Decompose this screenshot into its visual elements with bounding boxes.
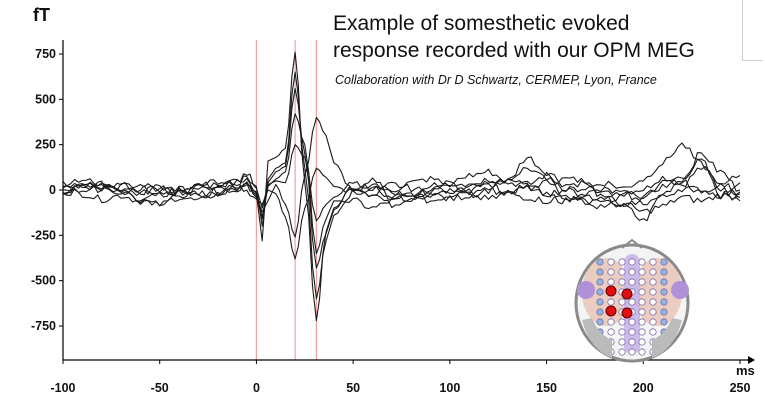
sensor-dot-37 — [628, 338, 636, 346]
trace-0 — [62, 51, 741, 322]
sensor-dot-59 — [660, 258, 668, 266]
sensor-dot-62 — [660, 288, 668, 296]
sensor-dot-53 — [649, 298, 657, 306]
sensor-dot-13 — [607, 298, 615, 306]
y-tick-label-0: 750 — [35, 47, 56, 61]
sensor-dot-30 — [628, 268, 636, 276]
title-line-1: Example of somesthetic evoked — [333, 12, 630, 35]
right-region — [634, 258, 682, 326]
sensor-dot-51 — [649, 278, 657, 286]
trace-6 — [62, 167, 741, 260]
sensor-dot-4 — [596, 298, 604, 306]
traces — [62, 51, 741, 322]
x-tick-label-1: -50 — [151, 381, 169, 395]
sensor-dot-45 — [638, 318, 646, 326]
sensor-dot-35 — [628, 318, 636, 326]
sensor-dot-41 — [638, 278, 646, 286]
sensor-dot-16 — [607, 328, 615, 336]
sensor-dot-36 — [628, 328, 636, 336]
sensor-dot-50 — [649, 268, 657, 276]
y-tick-label-3: 0 — [49, 183, 56, 197]
title-line-2: response recorded with our OPM MEG — [333, 39, 695, 62]
trace-2 — [62, 87, 741, 269]
x-axis-arrow-icon — [748, 356, 755, 364]
x-tick-label-7: 250 — [730, 381, 751, 395]
sensor-dot-28 — [618, 348, 626, 356]
x-tick-label-0: -100 — [50, 381, 75, 395]
chart-title: Example of somesthetic evoked response r… — [333, 10, 753, 64]
x-tick-label-2: 0 — [253, 381, 260, 395]
sensor-dot-54 — [649, 308, 657, 316]
stimulus-markers — [255, 40, 317, 360]
y-axis-label: fT — [33, 5, 50, 25]
left-ear-purple — [577, 281, 595, 299]
sensor-dot-40 — [638, 268, 646, 276]
nose-icon — [621, 238, 643, 249]
chart-subtitle: Collaboration with Dr D Schwartz, CERMEP… — [335, 73, 657, 87]
sensor-dot-9 — [607, 258, 615, 266]
sensor-dot-29 — [628, 258, 636, 266]
sensor-dot-31 — [628, 278, 636, 286]
sensor-dot-10 — [607, 268, 615, 276]
active-sensor-2 — [621, 288, 633, 300]
x-axis-label: ms — [736, 363, 755, 378]
x-tick-label-6: 200 — [633, 381, 654, 395]
sensor-dot-2 — [596, 278, 604, 286]
sensor-dot-65 — [660, 318, 668, 326]
y-tick-label-6: -750 — [31, 319, 56, 333]
active-sensor-4 — [621, 307, 633, 319]
sensor-dot-0 — [596, 258, 604, 266]
trace-3 — [62, 113, 741, 255]
active-sensor-1 — [605, 285, 617, 297]
sensor-dot-42 — [638, 288, 646, 296]
sensor-dot-55 — [649, 318, 657, 326]
right-lower-shading — [652, 318, 682, 358]
sensor-dot-38 — [628, 348, 636, 356]
x-tick-label-5: 150 — [536, 381, 557, 395]
sensor-dot-60 — [660, 268, 668, 276]
y-tick-label-1: 500 — [35, 92, 56, 106]
sensor-dot-64 — [660, 308, 668, 316]
sensor-dot-63 — [660, 298, 668, 306]
sensor-dot-27 — [618, 338, 626, 346]
y-tick-label-2: 250 — [35, 138, 56, 152]
sensor-dot-15 — [607, 318, 615, 326]
trace-5 — [62, 116, 741, 238]
sensor-dot-1 — [596, 268, 604, 276]
x-tick-label-3: 50 — [346, 381, 360, 395]
sensor-dot-20 — [618, 268, 626, 276]
sensor-dot-25 — [618, 318, 626, 326]
trace-4 — [62, 142, 741, 222]
sensor-dot-48 — [638, 348, 646, 356]
sensor-dot-6 — [596, 318, 604, 326]
sensor-dot-61 — [660, 278, 668, 286]
sensor-dot-47 — [638, 338, 646, 346]
y-tick-label-4: -250 — [31, 228, 56, 242]
sensor-dot-23 — [618, 298, 626, 306]
x-tick-label-4: 100 — [439, 381, 460, 395]
sensor-layout-inset — [574, 238, 690, 363]
sensor-dot-26 — [618, 328, 626, 336]
y-tick-label-5: -500 — [31, 274, 56, 288]
sensor-dot-11 — [607, 278, 615, 286]
sensor-dot-52 — [649, 288, 657, 296]
title-frame — [742, 0, 763, 61]
left-lower-shading — [582, 318, 612, 358]
sensor-dot-39 — [638, 258, 646, 266]
sensor-dot-46 — [638, 328, 646, 336]
sensor-dot-33 — [628, 298, 636, 306]
sensor-dot-19 — [618, 258, 626, 266]
right-ear-purple — [671, 281, 689, 299]
sensor-dot-49 — [649, 258, 657, 266]
sensor-dot-21 — [618, 278, 626, 286]
sensor-dot-44 — [638, 308, 646, 316]
active-sensor-3 — [605, 305, 617, 317]
sensor-dot-5 — [596, 308, 604, 316]
sensor-dot-56 — [649, 328, 657, 336]
sensor-dot-3 — [596, 288, 604, 296]
sensor-dot-43 — [638, 298, 646, 306]
